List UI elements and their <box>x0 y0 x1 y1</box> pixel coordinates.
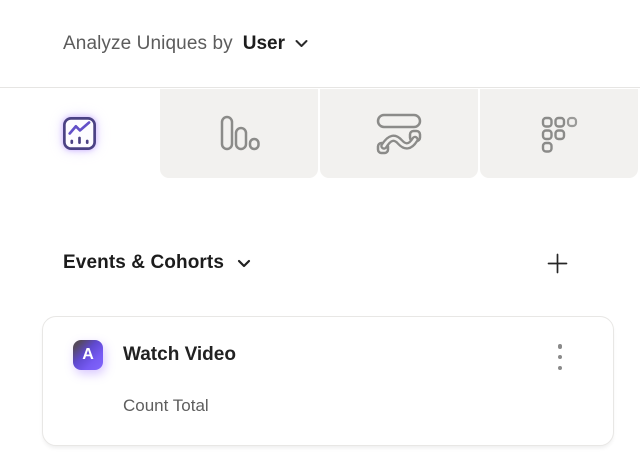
analyze-by-value: User <box>242 32 285 54</box>
tab-retention[interactable] <box>480 89 638 178</box>
chevron-down-icon <box>237 259 251 268</box>
event-card[interactable]: A Watch Video Count Total <box>42 316 614 446</box>
analyze-by-row: Analyze Uniques by User <box>0 0 640 88</box>
kebab-dot <box>557 344 563 349</box>
bar-chart-icon <box>220 115 260 150</box>
chevron-down-icon <box>295 39 308 48</box>
insights-icon <box>62 117 96 150</box>
event-letter-badge: A <box>73 340 103 370</box>
add-event-button[interactable] <box>544 250 570 276</box>
flows-icon <box>376 113 422 154</box>
event-options-button[interactable] <box>553 343 567 371</box>
plus-icon <box>547 253 567 273</box>
events-cohorts-title: Events & Cohorts <box>63 252 225 273</box>
event-name-label: Watch Video <box>123 344 236 365</box>
events-cohorts-row: Events & Cohorts <box>63 242 570 284</box>
events-cohorts-dropdown[interactable]: Events & Cohorts <box>63 252 251 274</box>
metric-selector[interactable]: Count Total <box>123 396 209 415</box>
tab-flows[interactable] <box>320 89 478 178</box>
retention-icon <box>541 116 578 153</box>
analyze-by-dropdown[interactable]: User <box>243 33 308 55</box>
tab-insights[interactable] <box>0 89 158 178</box>
report-type-tabs <box>0 89 640 178</box>
tab-bar-chart[interactable] <box>160 89 318 178</box>
kebab-dot <box>557 365 563 370</box>
kebab-dot <box>557 354 563 360</box>
analyze-by-label: Analyze Uniques by <box>63 32 233 54</box>
event-card-row: A Watch Video <box>73 340 613 370</box>
